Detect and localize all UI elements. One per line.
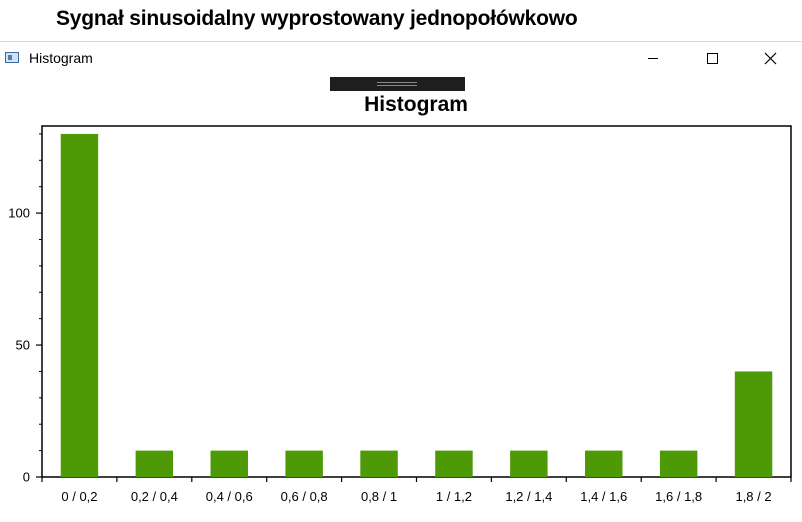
close-button[interactable] (742, 42, 800, 74)
y-tick-label: 0 (23, 470, 30, 485)
minimize-icon (648, 58, 658, 59)
x-tick-label: 0,8 / 1 (361, 489, 397, 504)
histogram-bar (360, 450, 398, 477)
histogram-bar (135, 450, 174, 477)
plot-area-frame (41, 125, 792, 478)
x-tick-label: 0 / 0,2 (61, 489, 97, 504)
histogram-bar (734, 371, 773, 477)
maximize-icon (707, 53, 718, 64)
x-tick-label: 1,2 / 1,4 (505, 489, 552, 504)
y-tick-label: 100 (8, 206, 30, 221)
x-tick-label: 0,2 / 0,4 (131, 489, 178, 504)
close-icon (764, 52, 777, 65)
window-titlebar[interactable]: Histogram (0, 42, 802, 74)
x-tick-label: 1,8 / 2 (735, 489, 771, 504)
histogram-bar (210, 450, 248, 477)
x-tick-label: 1,6 / 1,8 (655, 489, 702, 504)
x-tick-label: 1 / 1,2 (436, 489, 472, 504)
x-tick-label: 0,4 / 0,6 (206, 489, 253, 504)
app-window-icon (5, 52, 19, 63)
histogram-bar (435, 450, 473, 477)
y-tick-label: 50 (16, 338, 30, 353)
window-title: Histogram (29, 50, 93, 66)
x-tick-label: 1,4 / 1,6 (580, 489, 627, 504)
minimize-button[interactable] (627, 42, 685, 74)
x-tick-label: 0,6 / 0,8 (281, 489, 328, 504)
histogram-bar (585, 450, 623, 477)
maximize-button[interactable] (684, 42, 742, 74)
histogram-bar (60, 133, 99, 477)
histogram-bar (510, 450, 548, 477)
background-page-title: Sygnał sinusoidalny wyprostowany jednopo… (56, 7, 578, 30)
histogram-bar (285, 450, 323, 477)
histogram-bar (659, 450, 698, 477)
splitter-grip-handle[interactable] (330, 77, 465, 91)
histogram-chart: 0 50 100 0 / 0,2 0,2 / 0,4 0,4 / 0,6 0,6 / 0,8… (8, 125, 792, 504)
chart-title: Histogram (364, 93, 468, 116)
histogram-window: Histogram Histogram 0 50 100 0 / 0,2 0,2 / 0… (0, 41, 802, 522)
